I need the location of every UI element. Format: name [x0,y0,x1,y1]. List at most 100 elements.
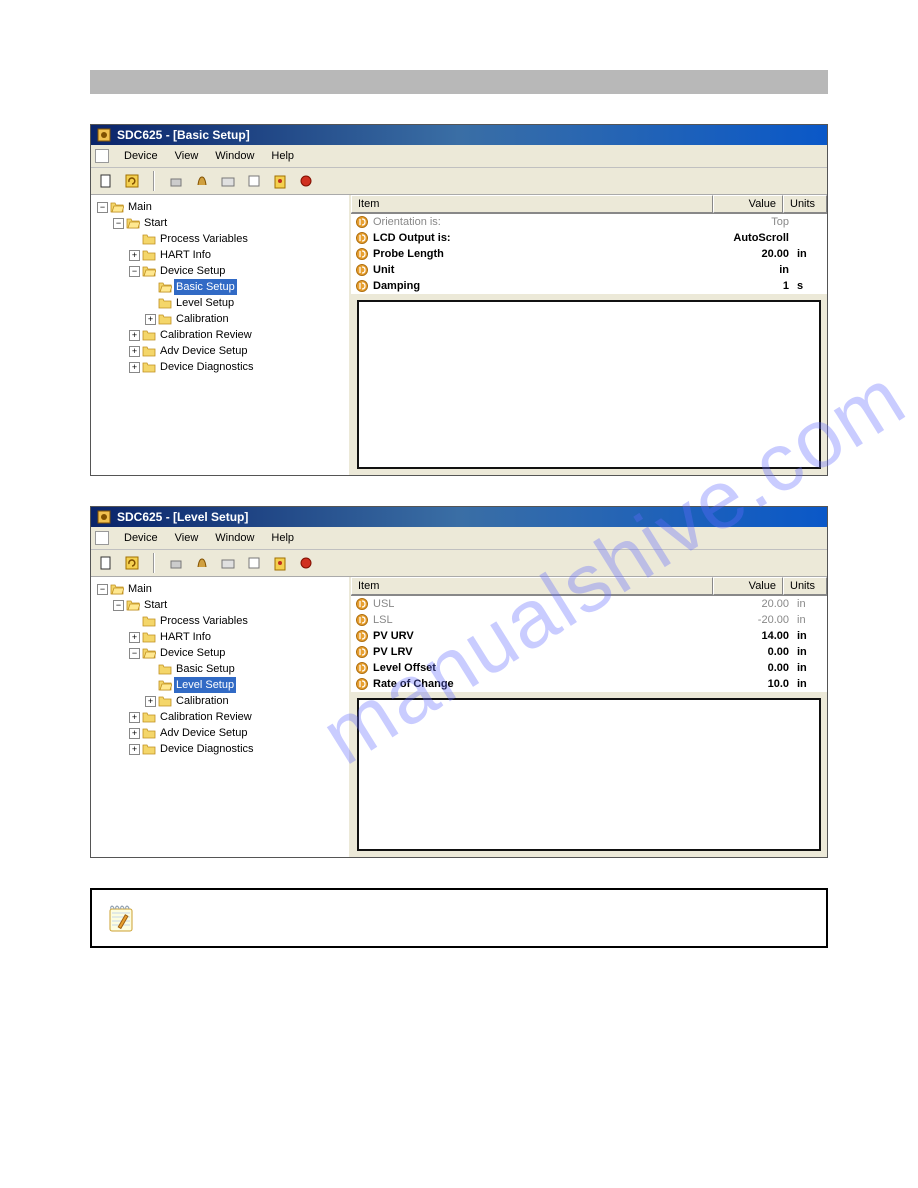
content-area: − Main − Start Process Variables + HART … [91,195,827,475]
tree-expander-icon[interactable]: − [113,600,124,611]
tree-item[interactable]: + Calibration [93,311,347,327]
tree-expander-icon[interactable]: + [129,744,140,755]
menu-view[interactable]: View [167,147,207,165]
table-row[interactable]: Rate of Change 10.0 in [351,676,827,692]
th-value[interactable]: Value [713,577,783,595]
th-units[interactable]: Units [783,195,827,213]
tree-expander-icon[interactable]: − [97,202,108,213]
toolbar-btn-5-icon[interactable] [219,172,237,190]
tree-item[interactable]: Level Setup [93,677,347,693]
table-row[interactable]: LCD Output is: AutoScroll [351,230,827,246]
toolbar-refresh-icon[interactable] [123,172,141,190]
toolbar-new-icon[interactable] [97,172,115,190]
table-row[interactable]: LSL -20.00 in [351,612,827,628]
toolbar-btn-4-icon[interactable] [193,172,211,190]
toolbar-btn-3-icon[interactable] [167,172,185,190]
menu-help[interactable]: Help [263,529,302,547]
tree-item[interactable]: − Device Setup [93,263,347,279]
tree-item[interactable]: + HART Info [93,247,347,263]
folder-icon [142,361,156,373]
toolbar-btn-7-icon[interactable] [271,172,289,190]
menu-window[interactable]: Window [207,529,262,547]
tree-item[interactable]: Basic Setup [93,661,347,677]
tree-item[interactable]: Basic Setup [93,279,347,295]
tree-expander-icon[interactable]: + [129,712,140,723]
table-row[interactable]: Probe Length 20.00 in [351,246,827,262]
tree-expander-icon[interactable]: − [97,584,108,595]
toolbar-btn-5-icon[interactable] [219,554,237,572]
tree-item[interactable]: + Device Diagnostics [93,741,347,757]
tree-item[interactable]: Process Variables [93,613,347,629]
tree-item[interactable]: − Main [93,581,347,597]
sys-menu-icon[interactable] [95,149,109,163]
titlebar: SDC625 - [Level Setup] [91,507,827,527]
tree-item[interactable]: + Calibration [93,693,347,709]
toolbar-btn-6-icon[interactable] [245,554,263,572]
folder-icon [142,711,156,723]
table-row[interactable]: Unit in [351,262,827,278]
tree-item[interactable]: + Calibration Review [93,327,347,343]
tree-view[interactable]: − Main − Start Process Variables + HART … [93,197,347,375]
tree-item[interactable]: + Calibration Review [93,709,347,725]
toolbar-btn-8-icon[interactable] [297,172,315,190]
tree-expander-icon[interactable]: + [129,728,140,739]
tree-item-label: Level Setup [174,295,236,311]
toolbar-btn-4-icon[interactable] [193,554,211,572]
toolbar-new-icon[interactable] [97,554,115,572]
tree-expander-icon[interactable]: + [129,330,140,341]
item-label: Probe Length [373,248,713,260]
tree-item[interactable]: − Start [93,215,347,231]
item-units: in [793,614,823,626]
th-item[interactable]: Item [351,195,713,213]
tree-expander-icon[interactable]: + [129,250,140,261]
tree-expander-icon[interactable]: + [129,346,140,357]
toolbar-separator [153,553,155,573]
tree-item[interactable]: Process Variables [93,231,347,247]
table-row[interactable]: Damping 1 s [351,278,827,294]
menubar: Device View Window Help [91,145,827,168]
th-units[interactable]: Units [783,577,827,595]
toolbar-btn-8-icon[interactable] [297,554,315,572]
toolbar-refresh-icon[interactable] [123,554,141,572]
tree-expander-icon[interactable]: − [129,648,140,659]
toolbar-btn-3-icon[interactable] [167,554,185,572]
tree-expander-icon[interactable]: + [145,696,156,707]
tree-item[interactable]: Level Setup [93,295,347,311]
tree-item[interactable]: − Start [93,597,347,613]
menu-view[interactable]: View [167,529,207,547]
table-row[interactable]: USL 20.00 in [351,596,827,612]
tree-item[interactable]: + Device Diagnostics [93,359,347,375]
tree-item[interactable]: + Adv Device Setup [93,343,347,359]
menu-device[interactable]: Device [116,529,166,547]
tree-item[interactable]: + HART Info [93,629,347,645]
item-label: PV LRV [373,646,713,658]
tree-expander-icon[interactable]: − [129,266,140,277]
menu-window[interactable]: Window [207,147,262,165]
tree-expander-icon[interactable]: + [129,362,140,373]
item-units: in [793,662,823,674]
tree-item-label: Process Variables [158,231,250,247]
tree-item[interactable]: − Device Setup [93,645,347,661]
tree-view[interactable]: − Main − Start Process Variables + HART … [93,579,347,757]
table-row[interactable]: PV LRV 0.00 in [351,644,827,660]
table-row[interactable]: Orientation is: Top [351,214,827,230]
table-row[interactable]: Level Offset 0.00 in [351,660,827,676]
menu-device[interactable]: Device [116,147,166,165]
tree-expander-icon[interactable]: + [129,632,140,643]
th-value[interactable]: Value [713,195,783,213]
menu-help[interactable]: Help [263,147,302,165]
folder-icon [158,313,172,325]
tree-item-label: Basic Setup [174,661,237,677]
table-row[interactable]: PV URV 14.00 in [351,628,827,644]
tree-item[interactable]: − Main [93,199,347,215]
tree-item[interactable]: + Adv Device Setup [93,725,347,741]
tree-expander-icon[interactable]: + [145,314,156,325]
sys-menu-icon[interactable] [95,531,109,545]
tree-expander-icon[interactable]: − [113,218,124,229]
folder-icon [110,201,124,213]
toolbar-btn-7-icon[interactable] [271,554,289,572]
folder-icon [158,297,172,309]
toolbar-btn-6-icon[interactable] [245,172,263,190]
item-value: 20.00 [717,248,789,260]
th-item[interactable]: Item [351,577,713,595]
